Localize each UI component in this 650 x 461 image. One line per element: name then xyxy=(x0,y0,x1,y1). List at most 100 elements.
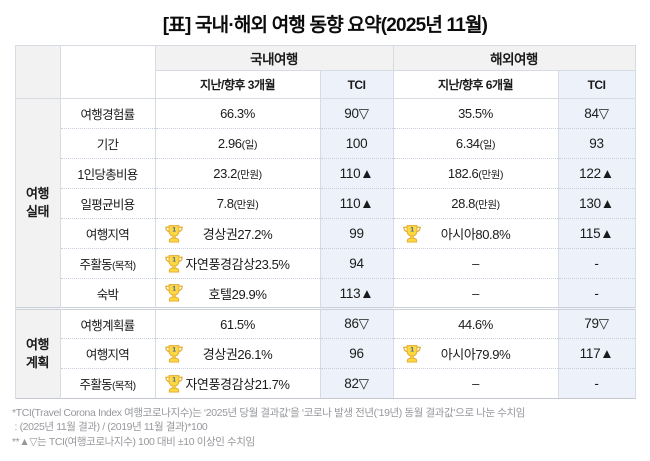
svg-text:1: 1 xyxy=(172,376,176,383)
table-row-region-plan: 여행지역 1 경상권26.1% 96 1 아시아79.9% 117▲ xyxy=(15,338,636,369)
domestic-value-cell: 2.96(일) xyxy=(154,128,321,159)
overseas-travel-header: 해외여행 xyxy=(392,45,636,71)
svg-text:1: 1 xyxy=(410,226,414,233)
row-label-text: 여행경험률 xyxy=(80,108,135,122)
domestic-tci-header: TCI xyxy=(319,70,394,99)
row-label-text: 주활동 xyxy=(79,258,113,272)
table-row-experience-rate: 여행실태 여행경험률 66.3% 90▽ 35.5% 84▽ xyxy=(14,98,636,309)
overseas-tci-cell: 117▲ xyxy=(557,338,636,369)
domestic-period-header: 지난/향후 3개월 xyxy=(154,70,321,99)
row-label-text: 여행지역 xyxy=(85,228,130,242)
svg-text:1: 1 xyxy=(172,256,176,263)
overseas-tci-cell: 115▲ xyxy=(557,218,636,249)
row-label: 기간 xyxy=(59,128,156,159)
trophy-rank1-icon: 1 xyxy=(164,344,183,363)
overseas-tci-cell: 122▲ xyxy=(557,158,636,189)
footnote-tci-formula: : (2025년 11월 결과) / (2019년 11월 결과)*100 xyxy=(12,421,208,434)
table-row-activity-actual: 주활동(목적) 1 자연풍경감상23.5% 94 – - xyxy=(15,248,636,279)
domestic-value-cell: 7.8(만원) xyxy=(154,188,321,219)
domestic-tci-cell: 86▽ xyxy=(319,307,394,339)
table-row-daily-cost: 일평균비용 7.8(만원) 110▲ 28.8(만원) 130▲ xyxy=(15,188,636,219)
table-row-total-cost: 1인당총비용 23.2(만원) 110▲ 182.6(만원) 122▲ xyxy=(15,158,636,189)
domestic-value: 23.2 xyxy=(213,165,237,181)
row-label: 숙박 xyxy=(59,278,156,309)
overseas-value: 35.5% xyxy=(458,106,493,121)
row-label-text: 여행지역 xyxy=(85,348,130,362)
overseas-value-unit: (만원) xyxy=(478,168,504,181)
domestic-tci-cell: 113▲ xyxy=(319,278,394,309)
footnote-tci-definition: *TCI(Travel Corona Index 여행코로나지수)는 ‘2025… xyxy=(12,407,526,419)
domestic-value-cell: 66.3% xyxy=(154,98,321,129)
overseas-value-cell: – xyxy=(392,248,559,279)
domestic-value: 자연풍경감상21.7% xyxy=(185,377,290,392)
header-row-sub: 지난/향후 3개월 TCI 지난/향후 6개월 TCI xyxy=(15,70,636,99)
svg-text:1: 1 xyxy=(410,346,414,353)
overseas-value-cell: – xyxy=(392,368,559,399)
overseas-value: 44.6% xyxy=(458,316,493,332)
overseas-value-cell: – xyxy=(392,278,559,309)
overseas-value-cell: 1 아시아80.8% xyxy=(392,218,559,249)
row-label-note: (목적) xyxy=(111,260,136,272)
table-row-plan-rate: 여행계획 여행계획률 61.5% 86▽ 44.6% 79▽ xyxy=(14,307,636,399)
row-label: 여행계획률 xyxy=(59,307,156,339)
trophy-rank1-icon: 1 xyxy=(402,224,421,243)
page-title: [표] 국내·해외 여행 동향 요약(2025년 11월) xyxy=(162,15,488,36)
trophy-rank1-icon: 1 xyxy=(402,344,421,363)
overseas-value-cell: 182.6(만원) xyxy=(392,158,559,189)
overseas-value-cell: 6.34(일) xyxy=(392,128,559,159)
overseas-value: 6.34 xyxy=(455,135,480,151)
corner-group-cell xyxy=(14,45,61,99)
footnote-marker-definition: **▲▽는 TCI(여행코로나지수) 100 대비 ±10 이상인 수치임 xyxy=(12,435,255,448)
domestic-tci-cell: 82▽ xyxy=(319,368,394,399)
domestic-value-cell: 1 자연풍경감상21.7% xyxy=(154,368,321,399)
row-label: 일평균비용 xyxy=(59,188,156,219)
overseas-value-cell: 28.8(만원) xyxy=(392,188,559,219)
row-label: 여행지역 xyxy=(59,218,156,249)
section-label-plan: 여행계획 xyxy=(14,307,61,399)
overseas-value: 28.8 xyxy=(451,195,475,211)
row-label-text: 주활동 xyxy=(79,378,113,392)
section-label-actual: 여행실태 xyxy=(14,98,61,309)
domestic-value-cell: 1 자연풍경감상23.5% xyxy=(154,248,321,279)
overseas-value-cell: 1 아시아79.9% xyxy=(392,338,559,369)
domestic-value: 2.96 xyxy=(217,135,242,151)
overseas-value-cell: 44.6% xyxy=(392,307,559,339)
overseas-tci-cell: - xyxy=(557,278,636,309)
overseas-tci-cell: 93 xyxy=(557,128,636,159)
overseas-value: 아시아79.9% xyxy=(440,347,511,362)
domestic-value-unit: (만원) xyxy=(233,198,259,211)
row-label-text: 일평균비용 xyxy=(80,198,135,212)
row-label: 주활동(목적) xyxy=(59,248,156,279)
table-row-duration: 기간 2.96(일) 100 6.34(일) 93 xyxy=(15,128,636,159)
domestic-value: 61.5% xyxy=(220,316,255,332)
svg-text:1: 1 xyxy=(172,346,176,353)
overseas-value: 아시아80.8% xyxy=(440,227,511,242)
overseas-value-cell: 35.5% xyxy=(392,98,559,129)
overseas-period-header: 지난/향후 6개월 xyxy=(392,70,559,99)
overseas-value: 182.6 xyxy=(447,165,479,181)
table-row-activity-plan: 주활동(목적) 1 자연풍경감상21.7% 82▽ – - xyxy=(15,368,636,399)
row-label-text: 1인당총비용 xyxy=(77,168,138,182)
row-label-text: 여행계획률 xyxy=(80,318,135,333)
overseas-value: – xyxy=(472,256,479,271)
domestic-tci-cell: 110▲ xyxy=(319,188,394,219)
domestic-value-unit: (일) xyxy=(241,138,258,151)
travel-trend-table: 국내여행 해외여행 지난/향후 3개월 TCI 지난/향후 6개월 TCI 여행… xyxy=(14,45,636,399)
domestic-tci-cell: 90▽ xyxy=(319,98,394,129)
trophy-rank1-icon: 1 xyxy=(164,254,183,273)
trophy-rank1-icon: 1 xyxy=(164,224,183,243)
trophy-rank1-icon: 1 xyxy=(164,284,183,303)
domestic-value-cell: 1 호텔29.9% xyxy=(154,278,321,309)
domestic-tci-cell: 99 xyxy=(319,218,394,249)
domestic-tci-cell: 96 xyxy=(319,338,394,369)
domestic-value: 66.3% xyxy=(220,106,255,121)
domestic-value-cell: 23.2(만원) xyxy=(154,158,321,189)
overseas-tci-cell: - xyxy=(557,368,636,399)
domestic-value: 7.8 xyxy=(216,195,234,211)
row-label: 여행지역 xyxy=(59,338,156,369)
domestic-value-cell: 1 경상권26.1% xyxy=(154,338,321,369)
row-label-note: (목적) xyxy=(111,380,136,392)
domestic-value: 경상권27.2% xyxy=(202,227,273,242)
row-label-text: 기간 xyxy=(96,138,119,152)
